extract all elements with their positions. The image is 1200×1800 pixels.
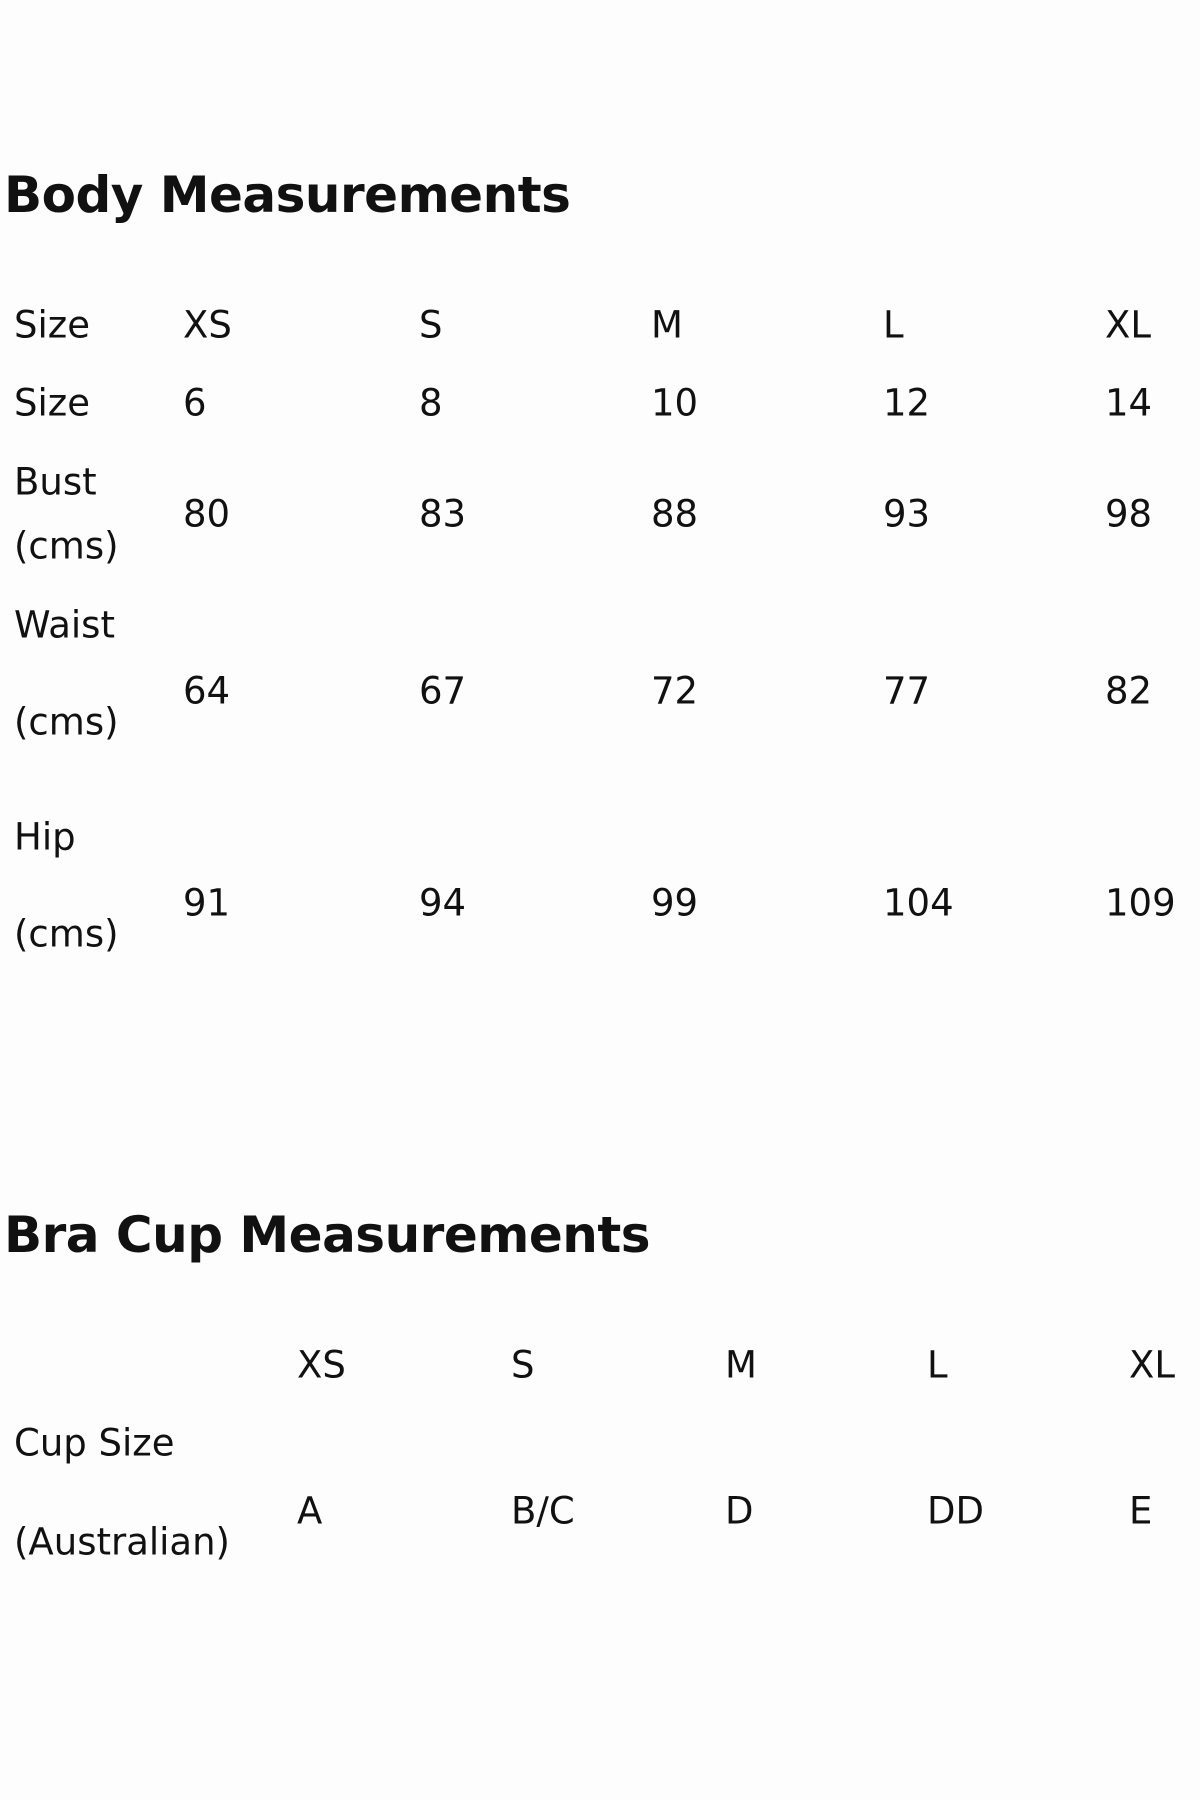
table-cell: A xyxy=(297,1489,323,1533)
table-cell: E xyxy=(1129,1489,1153,1533)
table-cell: XS xyxy=(183,303,232,347)
table-cell: M xyxy=(651,303,683,347)
table-cell: S xyxy=(419,303,443,347)
table-cell: 14 xyxy=(1105,381,1153,425)
row-label: (cms) xyxy=(14,912,119,956)
table-cell: 80 xyxy=(183,492,231,536)
table-cell: 67 xyxy=(419,669,467,713)
table-cell: 64 xyxy=(183,669,231,713)
row-label: Bust xyxy=(14,460,97,504)
table-cell: B/C xyxy=(511,1489,575,1533)
bra-cup-measurements-title: Bra Cup Measurements xyxy=(4,1206,651,1264)
table-cell: 12 xyxy=(883,381,931,425)
table-cell: 8 xyxy=(419,381,443,425)
table-cell: D xyxy=(725,1489,754,1533)
row-label: Waist xyxy=(14,603,115,647)
column-header: XL xyxy=(1129,1343,1175,1387)
row-label: (cms) xyxy=(14,524,119,568)
row-label: Cup Size xyxy=(14,1421,175,1465)
row-label: Hip xyxy=(14,815,76,859)
table-cell: 99 xyxy=(651,881,699,925)
row-label: Size xyxy=(14,303,90,347)
table-cell: 6 xyxy=(183,381,207,425)
table-cell: 77 xyxy=(883,669,931,713)
row-label: Size xyxy=(14,381,90,425)
table-cell: 94 xyxy=(419,881,467,925)
table-cell: 72 xyxy=(651,669,699,713)
table-cell: 98 xyxy=(1105,492,1153,536)
row-label: (cms) xyxy=(14,700,119,744)
table-cell: DD xyxy=(927,1489,984,1533)
column-header: M xyxy=(725,1343,757,1387)
column-header: S xyxy=(511,1343,535,1387)
table-cell: L xyxy=(883,303,904,347)
table-cell: 82 xyxy=(1105,669,1153,713)
column-header: L xyxy=(927,1343,948,1387)
table-cell: 83 xyxy=(419,492,467,536)
table-cell: 91 xyxy=(183,881,231,925)
table-cell: 10 xyxy=(651,381,699,425)
row-label: (Australian) xyxy=(14,1520,230,1564)
body-measurements-title: Body Measurements xyxy=(4,166,571,224)
table-cell: XL xyxy=(1105,303,1151,347)
table-cell: 109 xyxy=(1105,881,1176,925)
table-cell: 104 xyxy=(883,881,954,925)
column-header: XS xyxy=(297,1343,346,1387)
table-cell: 93 xyxy=(883,492,931,536)
table-cell: 88 xyxy=(651,492,699,536)
